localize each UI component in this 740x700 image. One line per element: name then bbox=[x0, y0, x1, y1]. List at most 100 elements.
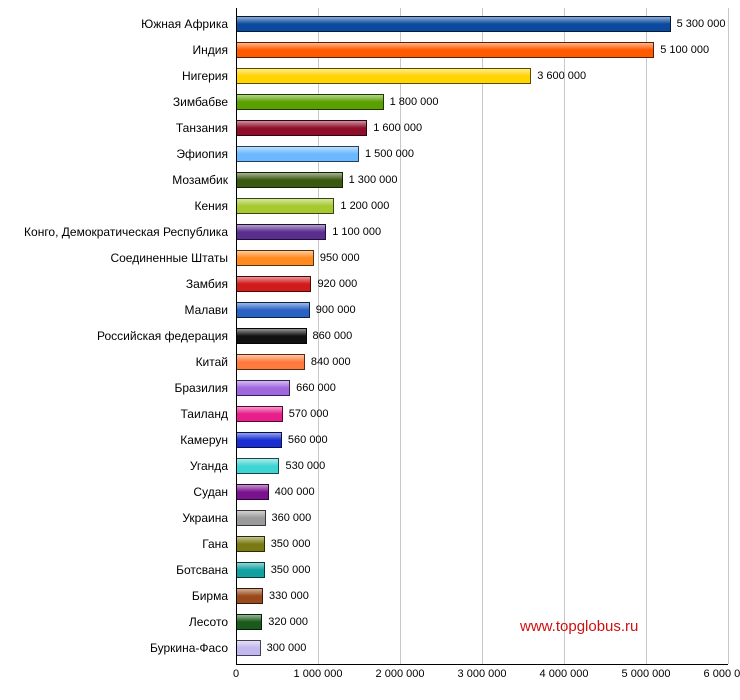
category-label: Соединенные Штаты bbox=[0, 245, 228, 271]
bar-row: Камерун 560 000 bbox=[0, 427, 740, 453]
value-label: 400 000 bbox=[275, 479, 315, 505]
bar bbox=[236, 42, 654, 58]
category-label: Буркина-Фасо bbox=[0, 635, 228, 661]
bar bbox=[236, 16, 671, 32]
value-label: 300 000 bbox=[267, 635, 307, 661]
category-label: Российская федерация bbox=[0, 323, 228, 349]
bar-row: Конго, Демократическая Республика 1 100 0… bbox=[0, 219, 740, 245]
x-axis-line bbox=[236, 664, 728, 665]
bar-row: Гана 350 000 bbox=[0, 531, 740, 557]
bar-row: Индия 5 100 000 bbox=[0, 37, 740, 63]
category-label: Замбия bbox=[0, 271, 228, 297]
bar-row: Ботсвана 350 000 bbox=[0, 557, 740, 583]
category-label: Конго, Демократическая Республика bbox=[0, 219, 228, 245]
value-label: 920 000 bbox=[317, 271, 357, 297]
watermark-link[interactable]: www.topglobus.ru bbox=[520, 618, 638, 635]
category-label: Китай bbox=[0, 349, 228, 375]
category-label: Бирма bbox=[0, 583, 228, 609]
category-label: Нигерия bbox=[0, 63, 228, 89]
bar bbox=[236, 276, 311, 292]
value-label: 660 000 bbox=[296, 375, 336, 401]
value-label: 350 000 bbox=[271, 531, 311, 557]
bar bbox=[236, 380, 290, 396]
bar bbox=[236, 406, 283, 422]
bar bbox=[236, 484, 269, 500]
category-label: Гана bbox=[0, 531, 228, 557]
category-label: Украина bbox=[0, 505, 228, 531]
category-label: Кения bbox=[0, 193, 228, 219]
value-label: 5 300 000 bbox=[677, 11, 726, 37]
bar-row: Нигерия 3 600 000 bbox=[0, 63, 740, 89]
value-label: 530 000 bbox=[285, 453, 325, 479]
bar-row: Малави 900 000 bbox=[0, 297, 740, 323]
bar bbox=[236, 250, 314, 266]
x-tick-label: 2 000 000 bbox=[376, 668, 425, 680]
category-label: Мозамбик bbox=[0, 167, 228, 193]
bar bbox=[236, 328, 307, 344]
bar bbox=[236, 354, 305, 370]
category-label: Бразилия bbox=[0, 375, 228, 401]
value-label: 1 500 000 bbox=[365, 141, 414, 167]
value-label: 5 100 000 bbox=[660, 37, 709, 63]
x-tick-label: 4 000 000 bbox=[540, 668, 589, 680]
value-label: 570 000 bbox=[289, 401, 329, 427]
value-label: 840 000 bbox=[311, 349, 351, 375]
x-tick-label: 5 000 000 bbox=[622, 668, 671, 680]
bar bbox=[236, 172, 343, 188]
bar-row: Судан 400 000 bbox=[0, 479, 740, 505]
bar bbox=[236, 588, 263, 604]
bar bbox=[236, 458, 279, 474]
value-label: 330 000 bbox=[269, 583, 309, 609]
bar bbox=[236, 68, 531, 84]
bar-row: Эфиопия1 500 000 bbox=[0, 141, 740, 167]
category-label: Зимбабве bbox=[0, 89, 228, 115]
value-label: 360 000 bbox=[272, 505, 312, 531]
category-label: Судан bbox=[0, 479, 228, 505]
category-label: Танзания bbox=[0, 115, 228, 141]
value-label: 320 000 bbox=[268, 609, 308, 635]
value-label: 950 000 bbox=[320, 245, 360, 271]
x-tick-label: 0 bbox=[233, 668, 239, 680]
category-label: Ботсвана bbox=[0, 557, 228, 583]
bar-row: Бирма 330 000 bbox=[0, 583, 740, 609]
bar-row: Южная Африка 5 300 000 bbox=[0, 11, 740, 37]
category-label: Камерун bbox=[0, 427, 228, 453]
x-tick-label: 3 000 000 bbox=[458, 668, 507, 680]
value-label: 1 100 000 bbox=[332, 219, 381, 245]
bar-row: Таиланд570 000 bbox=[0, 401, 740, 427]
x-tick-label: 1 000 000 bbox=[294, 668, 343, 680]
bar-row: Мозамбик 1 300 000 bbox=[0, 167, 740, 193]
bar-row: Российская федерация860 000 bbox=[0, 323, 740, 349]
value-label: 350 000 bbox=[271, 557, 311, 583]
bar bbox=[236, 536, 265, 552]
bar-row: Китай 840 000 bbox=[0, 349, 740, 375]
bar-row: Бразилия 660 000 bbox=[0, 375, 740, 401]
bar-row: Украина 360 000 bbox=[0, 505, 740, 531]
bar bbox=[236, 562, 265, 578]
bar bbox=[236, 198, 334, 214]
category-label: Индия bbox=[0, 37, 228, 63]
value-label: 560 000 bbox=[288, 427, 328, 453]
value-label: 900 000 bbox=[316, 297, 356, 323]
y-axis-line bbox=[236, 8, 237, 664]
x-tick-label: 6 000 000 bbox=[704, 668, 740, 680]
category-label: Южная Африка bbox=[0, 11, 228, 37]
value-label: 1 200 000 bbox=[340, 193, 389, 219]
value-label: 3 600 000 bbox=[537, 63, 586, 89]
horizontal-bar-chart: Южная Африка5 300 000Индия5 100 000Нигер… bbox=[0, 0, 740, 700]
bar bbox=[236, 302, 310, 318]
bar bbox=[236, 146, 359, 162]
bar bbox=[236, 640, 261, 656]
category-label: Малави bbox=[0, 297, 228, 323]
bar-row: Замбия 920 000 bbox=[0, 271, 740, 297]
value-label: 1 800 000 bbox=[390, 89, 439, 115]
bar bbox=[236, 224, 326, 240]
value-label: 1 300 000 bbox=[349, 167, 398, 193]
category-label: Лесото bbox=[0, 609, 228, 635]
bar bbox=[236, 120, 367, 136]
bar-row: Буркина-Фасо 300 000 bbox=[0, 635, 740, 661]
bar-row: Танзания1 600 000 bbox=[0, 115, 740, 141]
category-label: Уганда bbox=[0, 453, 228, 479]
bar-row: Кения 1 200 000 bbox=[0, 193, 740, 219]
bar-row: Зимбабве 1 800 000 bbox=[0, 89, 740, 115]
